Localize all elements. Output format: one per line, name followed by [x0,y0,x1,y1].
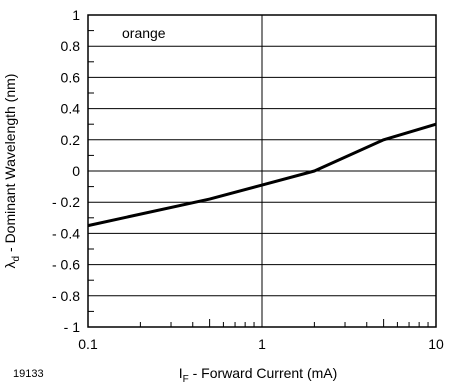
x-tick-label: 10 [428,336,444,352]
x-tick-label: 0.1 [78,336,98,352]
series-line-0 [87,122,437,228]
y-tick-label: - 0.6 [52,257,80,273]
y-tick-label: 0 [72,163,80,179]
y-tick-label: - 0.8 [52,288,80,304]
plot-frame [87,14,437,328]
annotation-label: orange [122,25,166,41]
x-axis-title: IF - Forward Current (mA) [179,365,338,385]
series-layer [87,122,437,228]
y-tick-label: - 1 [64,319,81,335]
figure-id: 19133 [13,368,44,380]
y-axis-title: λd - Dominant Wavelength (nm) [2,74,22,269]
y-tick-label: 0.6 [61,69,81,85]
x-tick-labels: 0.1 1 10 [78,336,444,352]
y-tick-label: 0.2 [61,132,81,148]
y-tick-labels: 1 0.8 0.6 0.4 0.2 0 - 0.2 - 0.4 - 0.6 - 0.8 - 1 [52,7,80,335]
minor-ticks [88,30,429,327]
y-tick-label: 0.4 [61,101,81,117]
y-tick-label: 0.8 [61,38,81,54]
y-tick-label: - 0.2 [52,194,80,210]
grid [87,14,437,328]
x-tick-label: 1 [258,336,266,352]
y-tick-label: 1 [72,7,80,23]
y-tick-label: - 0.4 [52,225,80,241]
